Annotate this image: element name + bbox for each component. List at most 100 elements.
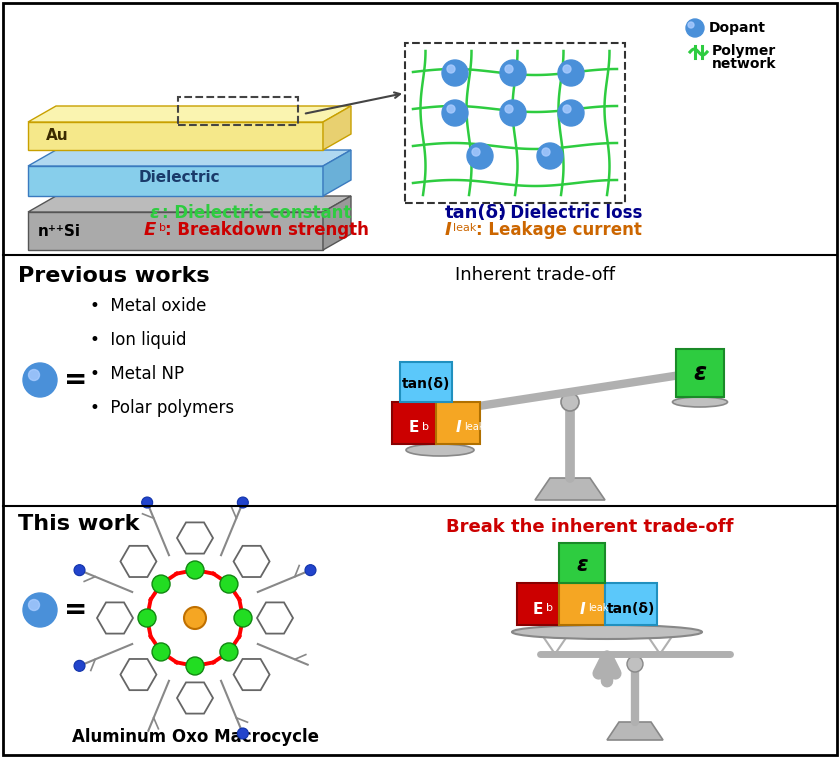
Circle shape [500,100,526,126]
Circle shape [558,60,584,86]
Circle shape [220,575,238,593]
Text: ε: ε [576,555,588,575]
Circle shape [234,609,252,627]
Circle shape [238,728,249,739]
Circle shape [220,643,238,661]
Circle shape [23,593,57,627]
Text: b: b [546,603,553,613]
Circle shape [447,65,455,73]
FancyBboxPatch shape [559,583,605,625]
Circle shape [542,148,550,156]
Text: Inherent trade-off: Inherent trade-off [455,266,615,284]
Polygon shape [323,106,351,150]
Circle shape [74,660,85,672]
FancyBboxPatch shape [400,362,452,402]
Circle shape [500,60,526,86]
Polygon shape [535,478,605,500]
Text: : Breakdown strength: : Breakdown strength [165,221,369,239]
Ellipse shape [512,625,702,639]
Circle shape [305,565,316,575]
FancyBboxPatch shape [28,166,323,196]
Polygon shape [28,196,351,212]
Circle shape [186,561,204,579]
Circle shape [152,643,170,661]
FancyBboxPatch shape [559,543,605,583]
Text: •  Metal NP: • Metal NP [90,365,184,383]
Text: network: network [712,57,776,71]
Circle shape [29,369,39,381]
Polygon shape [607,722,663,740]
Circle shape [138,609,156,627]
Text: This work: This work [18,514,139,534]
Circle shape [688,22,694,28]
Circle shape [447,105,455,113]
Text: : Dielectric loss: : Dielectric loss [498,204,643,222]
Text: b: b [422,422,429,432]
Text: leak: leak [464,422,485,432]
Circle shape [238,497,249,508]
Text: Previous works: Previous works [18,266,210,286]
Text: tan(δ): tan(δ) [402,377,450,391]
Polygon shape [28,106,351,122]
Text: •  Polar polymers: • Polar polymers [90,399,234,417]
Text: n⁺⁺Si: n⁺⁺Si [38,224,81,239]
FancyBboxPatch shape [405,43,625,203]
FancyBboxPatch shape [517,583,559,625]
Polygon shape [323,196,351,250]
Text: Polymer: Polymer [712,44,776,58]
FancyBboxPatch shape [605,583,657,625]
Circle shape [537,143,563,169]
FancyBboxPatch shape [3,3,837,755]
Circle shape [152,575,170,593]
Circle shape [467,143,493,169]
Polygon shape [323,150,351,196]
Text: tan(δ): tan(δ) [445,204,507,222]
Ellipse shape [673,397,727,407]
Text: Aluminum Oxo Macrocycle: Aluminum Oxo Macrocycle [71,728,318,746]
Circle shape [563,105,571,113]
Text: leak: leak [453,223,476,233]
Circle shape [505,65,513,73]
Text: Au: Au [46,129,69,143]
Polygon shape [28,150,351,166]
FancyBboxPatch shape [28,212,323,250]
Text: b: b [159,223,166,233]
Circle shape [442,100,468,126]
Text: : Dielectric constant: : Dielectric constant [162,204,351,222]
Ellipse shape [406,444,474,456]
Circle shape [442,60,468,86]
Circle shape [505,105,513,113]
Text: : Leakage current: : Leakage current [476,221,642,239]
Text: ε: ε [150,204,160,222]
Text: E: E [409,421,419,436]
Circle shape [472,148,480,156]
FancyBboxPatch shape [676,349,724,397]
Text: Dopant: Dopant [709,21,766,35]
FancyBboxPatch shape [436,402,480,444]
Text: leak: leak [588,603,608,613]
Text: •  Ion liquid: • Ion liquid [90,331,186,349]
Circle shape [563,65,571,73]
Text: •  Metal oxide: • Metal oxide [90,297,207,315]
Text: tan(δ): tan(δ) [606,602,655,616]
Circle shape [29,600,39,610]
Circle shape [23,363,57,397]
Text: =: = [64,596,87,624]
FancyBboxPatch shape [392,402,436,444]
Circle shape [186,657,204,675]
Text: I: I [455,421,461,436]
Circle shape [142,497,153,508]
Text: Dielectric: Dielectric [139,170,220,184]
Circle shape [686,19,704,37]
Text: E: E [533,602,543,616]
Text: I: I [445,221,452,239]
Circle shape [558,100,584,126]
Text: I: I [580,602,585,616]
Circle shape [627,656,643,672]
Text: ε: ε [694,361,706,385]
Text: E: E [144,221,156,239]
FancyBboxPatch shape [28,122,323,150]
Text: =: = [64,366,87,394]
Circle shape [561,393,579,411]
Circle shape [74,565,85,575]
